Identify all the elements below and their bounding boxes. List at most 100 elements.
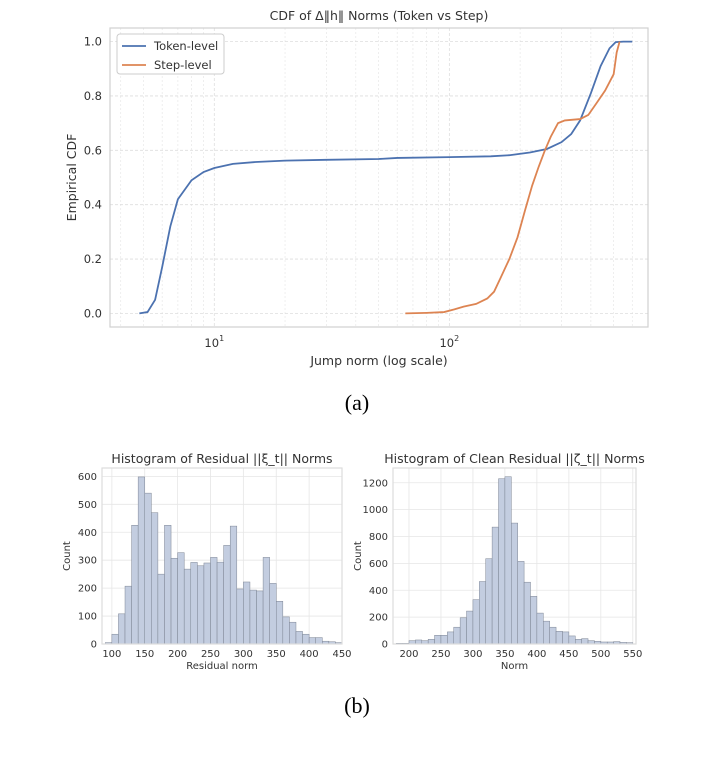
plot-frame [392,467,637,645]
y-tick-label: 800 [369,532,388,543]
histogram-bar [295,631,303,645]
histogram-bar [269,583,277,645]
histogram-bar [229,525,238,645]
x-tick-label: 500 [591,649,610,660]
y-tick-label: 1000 [363,505,388,516]
histogram-bar [466,610,474,645]
x-tick-label: 300 [463,649,482,660]
y-tick-label: 0 [382,640,388,651]
histogram-bar [223,545,231,645]
histogram-bar [485,558,493,645]
histogram-bar [137,476,145,645]
legend: Token-level Step-level [116,33,225,75]
y-tick-label: 600 [78,472,97,483]
x-axis-label: Jump norm (log scale) [309,353,447,368]
caption-a: (a) [345,390,369,415]
x-axis-label: Norm [501,661,528,672]
histogram-bar [170,557,178,645]
histogram-bar [447,631,454,645]
histogram-bar [498,478,506,645]
histogram-bar [504,476,512,645]
histogram-bar [210,557,218,645]
histogram-bar [453,626,461,645]
histogram-bar [282,616,290,645]
x-tick-label: 400 [300,649,319,660]
histogram-bar [262,557,270,645]
y-tick-label: 200 [78,584,97,595]
legend-label: Token-level [153,39,218,53]
x-tick-label: 200 [168,649,187,660]
x-tick-label: 101 [204,334,224,350]
histogram-bar [190,562,198,645]
y-tick-label: 0.8 [84,89,102,103]
y-tick-label: 400 [78,528,97,539]
y-tick-label: 400 [369,586,388,597]
x-tick-label: 102 [439,334,459,350]
x-tick-label: 300 [234,649,253,660]
histogram-bar [236,588,244,645]
histogram-bar [517,561,525,645]
y-tick-label: 500 [78,500,97,511]
y-axis-label: Count [353,541,364,571]
x-tick-label: 450 [559,649,578,660]
histogram-bar [459,617,467,645]
histogram-bar [131,525,139,645]
x-tick-label: 250 [201,649,220,660]
x-tick-label: 150 [135,649,154,660]
histogram-bar [555,630,563,645]
clean-residual-histogram: 200 250 300 350 400 450 500 550 0 200 400 600 800 100… [353,451,645,672]
histogram-bar [256,590,264,645]
histogram-bar [427,639,435,645]
plot-frame [109,27,649,328]
y-tick-label: 600 [369,559,388,570]
x-tick-label: 450 [332,649,351,660]
histogram-bar [124,585,132,645]
y-tick-label: 300 [78,556,97,567]
histogram-bar [177,552,185,645]
cdf-chart: 101 102 0.0 0.2 0.4 0.6 0.8 1.0 CDF of Δ‖h‖ Norm… [64,8,649,368]
x-axis-label: Residual norm [186,661,258,672]
histogram-bar [511,522,518,645]
x-tick-label: 350 [267,649,286,660]
series-line-step-level [405,41,621,315]
histogram-bar [491,526,499,645]
histogram-bar [562,631,570,645]
histogram-bar [308,637,316,645]
histogram-bar [111,633,119,645]
histogram-bar [118,613,126,645]
y-axis-label: Empirical CDF [64,134,79,222]
histogram-bar [434,635,442,645]
histogram-bar [530,596,538,645]
chart-title: Histogram of Residual ||ξ_t|| Norms [111,451,332,466]
histogram-bar [302,633,310,645]
chart-title: Histogram of Clean Residual ||ζ_t|| Norm… [384,451,644,466]
y-tick-label: 0.6 [84,143,102,157]
y-tick-label: 0.0 [84,306,102,320]
histogram-bar [183,568,192,645]
histogram-bar [151,512,159,645]
histogram-bar [157,573,165,645]
histogram-bar [523,581,531,645]
y-axis-label: Count [62,541,73,571]
legend-box [116,33,225,75]
histogram-bar [289,621,297,645]
histogram-bar [472,599,480,645]
y-tick-label: 0 [91,640,97,651]
histogram-bar [203,562,211,645]
histogram-bar [315,637,323,645]
histogram-bar [197,565,205,645]
histogram-bar [275,601,284,645]
x-tick-label: 550 [623,649,642,660]
plot-frame [101,467,343,645]
histogram-bar [216,561,224,645]
caption-b: (b) [344,693,370,718]
chart-title: CDF of Δ‖h‖ Norms (Token vs Step) [270,8,489,23]
y-tick-label: 100 [78,612,97,623]
histogram-bar [536,612,544,645]
y-tick-label: 200 [369,613,388,624]
legend-label: Step-level [154,58,212,72]
residual-histogram: 100 150 200 250 300 350 400 450 0 100 200 300 400 500… [62,451,352,672]
histogram-bar [543,620,550,645]
histogram-bar [144,492,152,645]
